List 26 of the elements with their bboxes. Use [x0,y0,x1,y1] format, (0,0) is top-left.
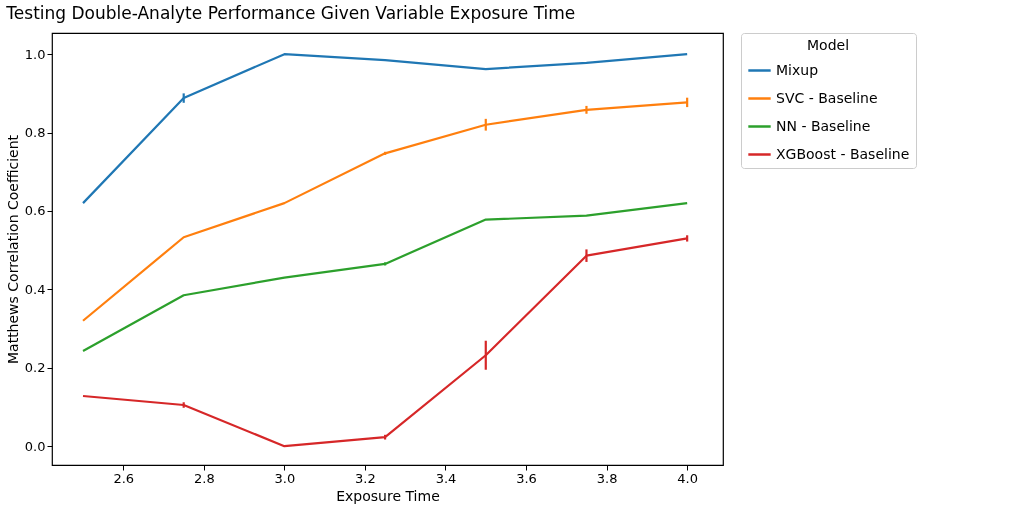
y-tick-label: 0.6 [24,203,46,219]
legend-label: XGBoost - Baseline [776,145,910,162]
y-tick-label: 0.4 [24,281,46,297]
y-tick-label: 0.0 [24,438,46,454]
x-tick-label: 3.8 [596,470,618,486]
y-tick-label: 1.0 [24,46,46,62]
legend-label: SVC - Baseline [776,89,878,106]
y-axis-title: Matthews Correlation Coefficient [4,134,21,365]
legend-label: Mixup [776,61,819,78]
y-tick-label: 0.2 [24,360,46,376]
x-axis-title: Exposure Time [336,487,440,504]
x-tick-label: 3.2 [355,470,376,486]
x-tick-label: 4.0 [677,470,698,486]
x-tick-label: 3.6 [516,470,537,486]
x-tick-label: 2.8 [194,470,215,486]
x-tick-label: 2.6 [113,470,135,486]
line-series [81,53,689,205]
line-series [81,101,689,322]
legend-title: Model [806,37,850,53]
x-tick-label: 3.0 [274,470,296,486]
line-series [81,202,689,353]
legend-label: NN - Baseline [776,117,871,134]
chart-title: Testing Double-Analyte Performance Given Variable Exposure Time [5,2,576,23]
y-tick-label: 0.8 [24,125,46,141]
line-series [81,237,689,448]
x-tick-label: 3.4 [435,470,457,486]
